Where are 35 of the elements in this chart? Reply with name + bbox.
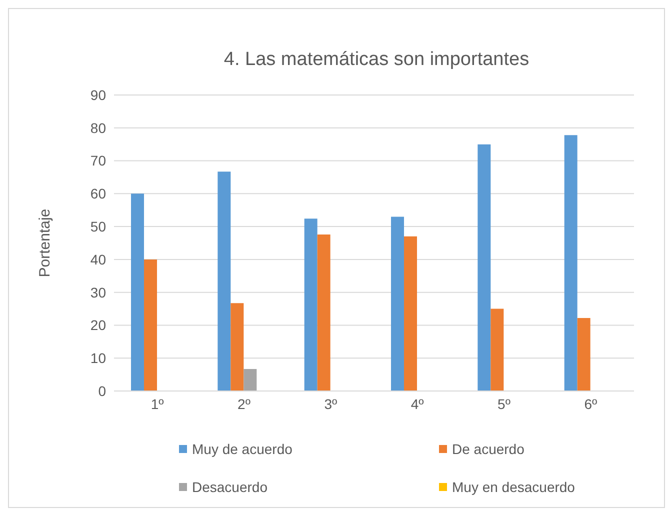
bar xyxy=(317,234,330,391)
legend-label: Muy de acuerdo xyxy=(192,441,292,457)
bar xyxy=(404,236,417,391)
bar xyxy=(490,308,504,391)
y-tick-label: 50 xyxy=(90,218,106,235)
bar xyxy=(478,144,491,391)
y-tick-label: 40 xyxy=(90,251,106,268)
x-tick-label: 4º xyxy=(410,396,424,412)
bar xyxy=(391,216,404,391)
x-tick-label: 5º xyxy=(498,396,510,412)
legend-label: Desacuerdo xyxy=(192,479,268,495)
y-tick-label: 30 xyxy=(90,284,106,300)
bar xyxy=(218,172,231,391)
bar xyxy=(244,368,257,391)
y-tick-label: 60 xyxy=(90,186,106,202)
bar xyxy=(577,318,590,391)
y-axis-title: Portentaje xyxy=(36,208,54,278)
chart-title: 4. Las matemáticas son importantes xyxy=(222,49,530,72)
x-tick-label: 2º xyxy=(238,396,250,412)
x-tick-label: 6º xyxy=(584,396,598,412)
legend-label: Muy en desacuerdo xyxy=(452,479,575,495)
bar xyxy=(564,135,578,391)
y-tick-label: 0 xyxy=(98,382,106,399)
x-tick-label: 1º xyxy=(150,396,164,412)
bar xyxy=(131,194,144,391)
y-tick-label: 10 xyxy=(90,350,106,366)
y-tick-label: 90 xyxy=(90,86,106,103)
y-tick-label: 80 xyxy=(90,120,106,136)
y-tick-label: 70 xyxy=(90,152,106,169)
bar xyxy=(230,303,244,391)
x-tick-label: 3º xyxy=(324,396,338,412)
bar xyxy=(304,218,318,391)
bar xyxy=(144,259,157,391)
legend-label: De acuerdo xyxy=(452,441,524,457)
y-tick-label: 20 xyxy=(90,317,106,334)
